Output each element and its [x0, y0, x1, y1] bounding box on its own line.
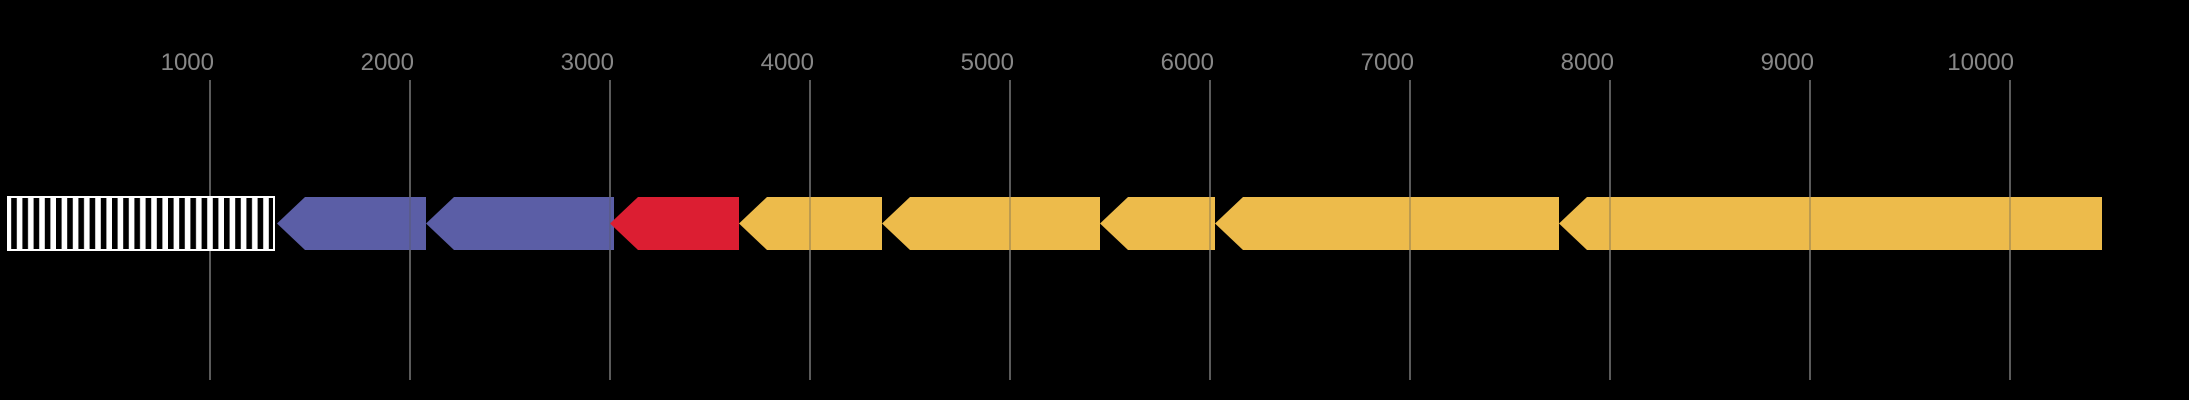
svg-text:6000: 6000: [1161, 49, 1214, 76]
svg-text:5000: 5000: [961, 49, 1014, 76]
svg-text:4000: 4000: [761, 49, 814, 76]
svg-text:7000: 7000: [1361, 49, 1414, 76]
svg-text:1000: 1000: [161, 49, 214, 76]
svg-text:2000: 2000: [361, 49, 414, 76]
svg-text:9000: 9000: [1761, 49, 1814, 76]
svg-text:3000: 3000: [561, 49, 614, 76]
svg-text:8000: 8000: [1561, 49, 1614, 76]
svg-text:10000: 10000: [1947, 49, 2014, 76]
